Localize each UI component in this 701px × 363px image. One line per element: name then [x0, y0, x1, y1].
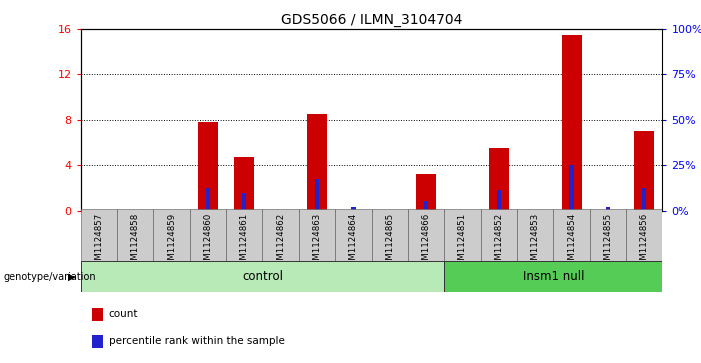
Bar [634, 131, 654, 211]
Bar [408, 209, 444, 261]
Bar [444, 209, 481, 261]
Bar [205, 188, 210, 211]
Bar [481, 209, 517, 261]
Bar [93, 335, 103, 348]
Text: GSM1124866: GSM1124866 [421, 212, 430, 271]
Text: GSM1124861: GSM1124861 [240, 212, 249, 271]
Text: percentile rank within the sample: percentile rank within the sample [109, 337, 285, 346]
Text: genotype/variation: genotype/variation [4, 272, 96, 282]
Text: GSM1124851: GSM1124851 [458, 212, 467, 271]
Text: control: control [242, 270, 283, 283]
Text: GSM1124857: GSM1124857 [95, 212, 103, 271]
Bar [642, 188, 646, 211]
Bar [416, 174, 436, 211]
Text: GSM1124859: GSM1124859 [167, 212, 176, 270]
Bar [154, 209, 190, 261]
Text: count: count [109, 309, 138, 319]
Text: GSM1124854: GSM1124854 [567, 212, 576, 271]
Text: GSM1124864: GSM1124864 [349, 212, 358, 271]
Bar [93, 307, 103, 321]
Bar [242, 193, 247, 211]
Text: GSM1124856: GSM1124856 [640, 212, 648, 271]
Bar [335, 209, 372, 261]
Bar [234, 157, 254, 211]
Bar [226, 209, 262, 261]
Bar [190, 209, 226, 261]
Bar [444, 261, 662, 292]
Text: ▶: ▶ [68, 272, 76, 282]
Bar [117, 209, 154, 261]
Bar [553, 209, 590, 261]
Bar [590, 209, 626, 261]
Text: GSM1124865: GSM1124865 [386, 212, 394, 271]
Bar [81, 261, 444, 292]
Text: GSM1124862: GSM1124862 [276, 212, 285, 271]
Bar [299, 209, 335, 261]
Bar [496, 189, 501, 211]
Title: GDS5066 / ILMN_3104704: GDS5066 / ILMN_3104704 [281, 13, 462, 26]
Text: GSM1124855: GSM1124855 [604, 212, 613, 271]
Text: GSM1124860: GSM1124860 [203, 212, 212, 271]
Bar [562, 35, 582, 211]
Text: GSM1124858: GSM1124858 [130, 212, 139, 271]
Bar [262, 209, 299, 261]
Bar [424, 201, 428, 211]
Bar [198, 122, 218, 211]
Bar [569, 165, 573, 211]
Text: GSM1124863: GSM1124863 [313, 212, 322, 271]
Bar [489, 148, 509, 211]
Bar [606, 207, 610, 211]
Bar [315, 179, 319, 211]
Bar [626, 209, 662, 261]
Bar [307, 114, 327, 211]
Bar [81, 209, 117, 261]
Text: Insm1 null: Insm1 null [523, 270, 584, 283]
Bar [517, 209, 553, 261]
Bar [351, 207, 355, 211]
Bar [372, 209, 408, 261]
Text: GSM1124853: GSM1124853 [531, 212, 540, 271]
Text: GSM1124852: GSM1124852 [494, 212, 503, 271]
